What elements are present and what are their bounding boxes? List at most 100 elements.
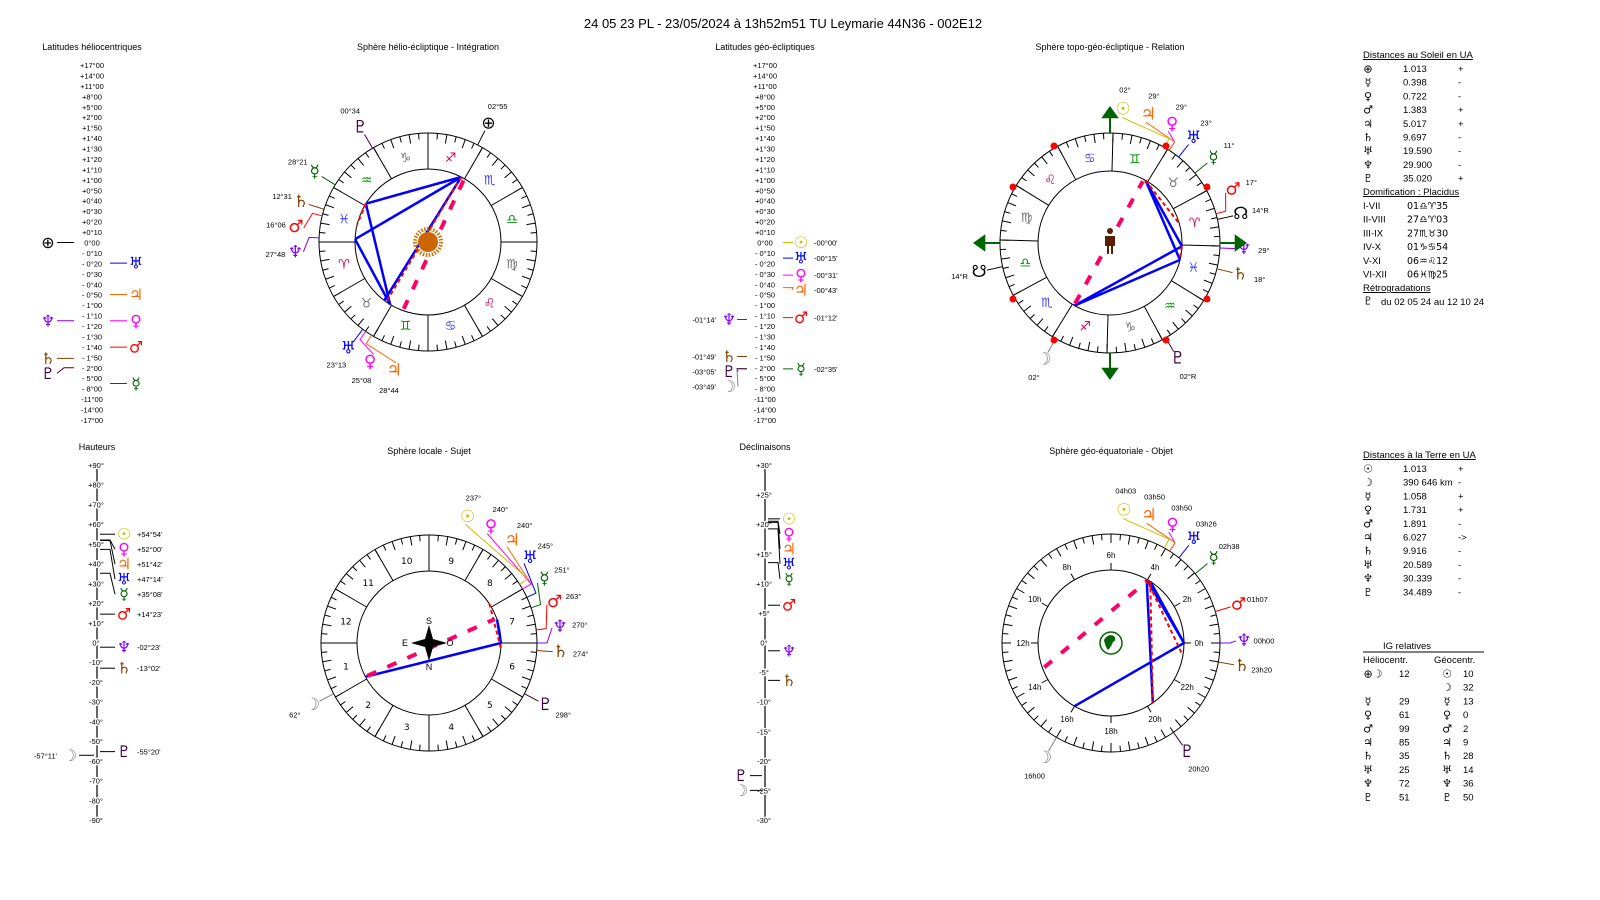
sign-icon: ♌ — [484, 297, 496, 312]
degree-tick — [325, 275, 335, 280]
leader-line — [302, 236, 320, 253]
degree-tick — [1204, 676, 1214, 681]
scale-tick-label: 0°00 — [84, 239, 100, 248]
aspect-line — [1149, 580, 1186, 644]
sector-divider — [335, 588, 367, 608]
scale-tick-label: - 0°30 — [82, 270, 102, 279]
distance-value: 9.916 — [1403, 546, 1427, 557]
marker-mercury: ☿ — [768, 562, 794, 588]
house-cusp: 27♎♈03 — [1407, 215, 1448, 226]
degree-tick — [1205, 207, 1215, 212]
house-pair: II-VIII — [1363, 215, 1386, 226]
degree-tick — [504, 171, 512, 179]
degree-tick — [1124, 342, 1127, 352]
scale-tick-label: - 1°00 — [82, 301, 102, 310]
degree-tick — [492, 559, 499, 568]
venus-icon: ♀ — [130, 311, 142, 330]
planet-value: 02°R — [1180, 372, 1197, 381]
ig-value: 72 — [1399, 779, 1410, 790]
saturn-icon: ♄ — [553, 642, 568, 662]
table-row: ♀ 0.722 - — [1364, 90, 1461, 103]
sector-divider — [1000, 239, 1039, 242]
degree-tick — [345, 573, 354, 580]
earth-distances-table: Distances à la Terre en UA ☉ 1.013 + ☽ 390 64… — [1363, 450, 1476, 599]
distance-value: 0.722 — [1403, 91, 1427, 102]
neptune-icon: ♆ — [552, 617, 567, 637]
scale-tick-label: - 0°10 — [82, 249, 102, 258]
degree-tick — [1003, 659, 1013, 663]
marker-venus: ♀ -00°31' — [783, 266, 838, 285]
planet-venus: ♀ 240° — [485, 505, 532, 590]
ig-value: 85 — [1399, 738, 1410, 749]
ig-value: 50 — [1463, 792, 1474, 803]
degree-tick — [526, 623, 536, 627]
planet-value: 03h26 — [1196, 519, 1217, 528]
degree-tick — [1016, 588, 1025, 594]
degree-tick — [320, 258, 330, 262]
degree-tick — [1056, 548, 1062, 557]
marker-earth: ⊕ — [41, 233, 74, 252]
house-pair: IV-X — [1363, 242, 1382, 253]
sign-icon: ♎ — [506, 212, 518, 227]
aspect-line — [1144, 179, 1182, 261]
panel-title: Latitudes géo-écliptiques — [715, 42, 815, 52]
degree-tick — [319, 232, 326, 234]
planet-saturn: ♄ 18° — [1216, 264, 1265, 284]
house-pair: I-VII — [1363, 201, 1380, 212]
sector-divider — [464, 147, 483, 180]
table-row: ♇ 35.020 + — [1363, 172, 1464, 185]
marker-value: +54°54' — [137, 530, 163, 539]
table-row: ♃ 5.017 + — [1363, 117, 1464, 130]
degree-tick — [1078, 342, 1081, 349]
mars-icon: ♂ — [782, 596, 796, 615]
leader-line — [1173, 732, 1184, 746]
planet-value: 20h20 — [1188, 764, 1209, 773]
scale-tick-label: 0° — [92, 639, 99, 648]
marker-value: -01°49' — [692, 353, 716, 362]
jupiter-icon: ♃ — [1141, 506, 1156, 526]
degree-tick — [399, 341, 402, 348]
moon-icon: ☽ — [63, 746, 77, 765]
degree-tick — [1172, 321, 1179, 330]
pluto-icon: ♇ — [734, 766, 748, 785]
degree-tick — [1204, 686, 1210, 690]
moon-icon: ☽ — [722, 377, 736, 396]
saturn-icon: ♄ — [1363, 750, 1373, 763]
snode-icon: ☋ — [972, 262, 987, 282]
degree-tick — [1144, 540, 1149, 550]
planet-value: 00h00 — [1254, 636, 1275, 645]
table-row: ♄ 9.916 - — [1363, 545, 1461, 558]
topo-sphere-panel: Sphère topo-géo-écliptique - Relation ♈ ♉ ♊… — [951, 42, 1269, 382]
distance-value: 9.697 — [1403, 133, 1427, 144]
uranus-icon: ♅ — [1363, 558, 1373, 571]
planet-uranus: ♅ 23°13 — [327, 329, 364, 370]
uranus-icon: ♅ — [1363, 145, 1373, 158]
degree-tick — [1091, 741, 1095, 751]
planet-sun: ☉ 237° — [460, 494, 529, 585]
mercury-icon: ☿ — [310, 162, 320, 182]
planet-value: 02° — [1028, 373, 1039, 382]
uranus-icon: ♅ — [1186, 529, 1201, 549]
marker-saturn: ♄ -13°02' — [100, 659, 161, 678]
table-row: III-IX 27♏♉30 — [1363, 228, 1448, 239]
trend-sign: + — [1458, 105, 1464, 116]
house-cusp-dot — [1162, 142, 1170, 150]
sign-icon: ♍ — [1021, 211, 1033, 226]
scale-tick-label: +8°00 — [755, 92, 775, 101]
house-pair: V-XI — [1363, 256, 1381, 267]
trend-sign: - — [1458, 91, 1461, 102]
degree-tick — [444, 134, 448, 144]
marker-value: +52°00' — [137, 545, 163, 554]
house-number: 10 — [401, 557, 413, 567]
scale-tick-label: +1°50 — [82, 124, 102, 133]
leader-line — [352, 329, 364, 343]
scale-tick-label: - 1°50 — [82, 353, 102, 362]
sign-icon: ♋ — [445, 319, 457, 334]
scale-tick-label: +80° — [88, 481, 104, 490]
moon-icon: ☽ — [305, 695, 320, 715]
degree-tick — [1210, 614, 1217, 617]
planet-mars: ♂ 17° — [1215, 178, 1257, 215]
degree-tick — [319, 250, 326, 252]
degree-tick — [1204, 596, 1210, 600]
scale-tick-label: +5°00 — [755, 103, 775, 112]
